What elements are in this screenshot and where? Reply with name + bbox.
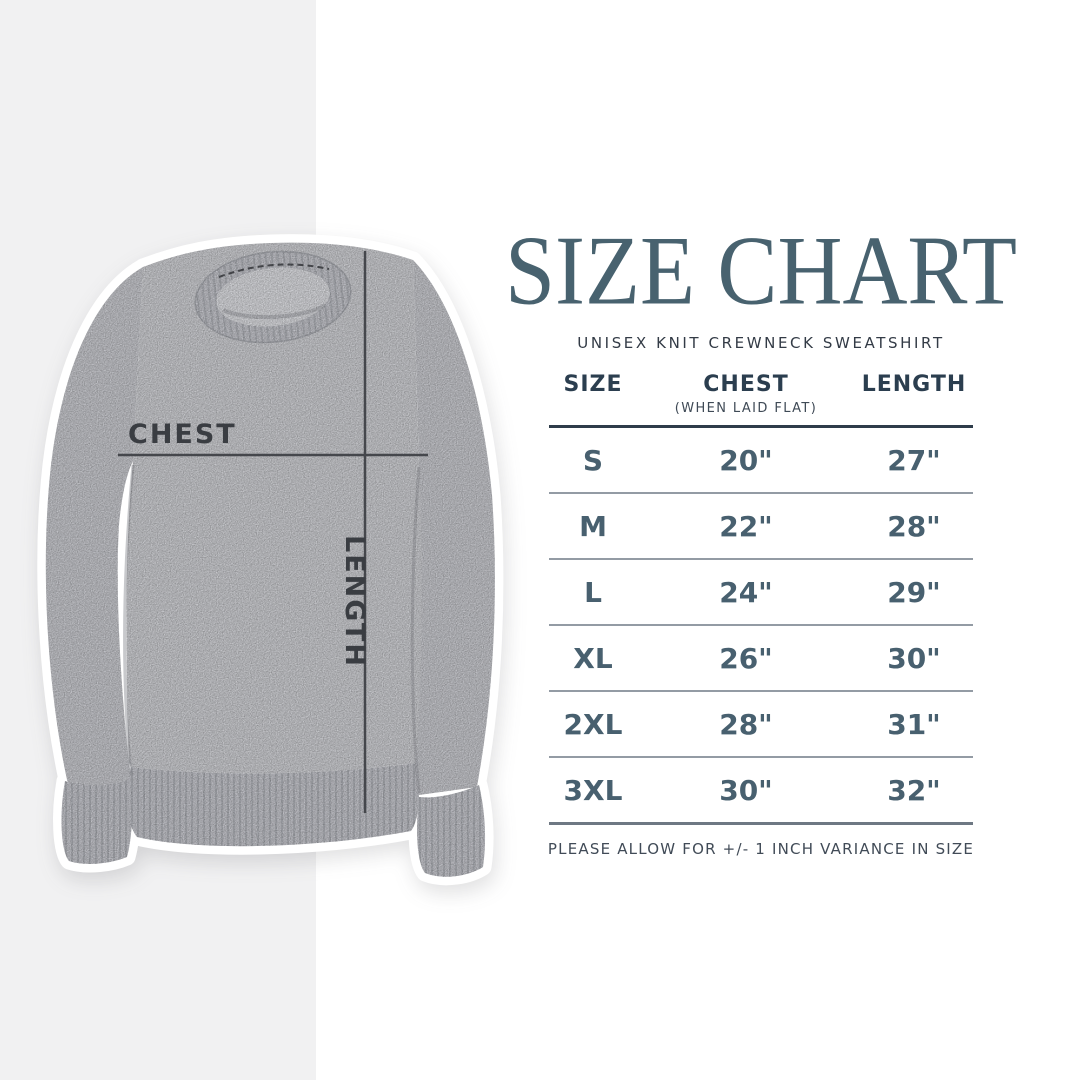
table-row: 2XL 28" 31" [549, 692, 973, 758]
column-header-chest: CHEST (WHEN LAID FLAT) [637, 372, 855, 416]
table-row: L 24" 29" [549, 560, 973, 626]
length-label: LENGTH [339, 535, 370, 668]
length-cell: 28" [887, 509, 941, 543]
chest-cell: 24" [719, 575, 773, 609]
column-header-size: SIZE [563, 372, 623, 397]
table-row: XL 26" 30" [549, 626, 973, 692]
size-cell: L [584, 575, 602, 609]
table-row: M 22" 28" [549, 494, 973, 560]
subtitle: UNISEX KNIT CREWNECK SWEATSHIRT [577, 334, 945, 352]
variance-footnote: PLEASE ALLOW FOR +/- 1 INCH VARIANCE IN … [547, 840, 975, 858]
size-cell: M [579, 509, 607, 543]
length-cell: 29" [887, 575, 941, 609]
chest-cell: 26" [719, 641, 773, 675]
size-cell: S [582, 443, 604, 477]
size-table-header: SIZE CHEST (WHEN LAID FLAT) LENGTH [549, 372, 973, 428]
left-seam [123, 464, 135, 776]
chest-cell: 28" [719, 707, 773, 741]
size-cell: 3XL [563, 773, 623, 807]
length-cell: 31" [887, 707, 941, 741]
table-row: S 20" 27" [549, 428, 973, 494]
size-cell: 2XL [563, 707, 623, 741]
measurement-annotations: CHEST LENGTH [118, 251, 428, 813]
page-title: SIZE CHART [504, 216, 1018, 326]
length-cell: 27" [887, 443, 941, 477]
chest-cell: 22" [719, 509, 773, 543]
chest-cell: 20" [719, 443, 773, 477]
heather-texture [45, 242, 495, 877]
column-header-chest-label: CHEST [703, 372, 789, 397]
column-header-length: LENGTH [861, 372, 967, 397]
length-cell: 30" [887, 641, 941, 675]
size-table-body: S 20" 27" M 22" 28" L 24" 29" XL 26" 30" 2XL 28" 31" 3X… [549, 428, 973, 825]
length-cell: 32" [887, 773, 941, 807]
chest-label: CHEST [128, 419, 237, 450]
sweatshirt-illustration: CHEST LENGTH [37, 234, 504, 886]
chest-note: (WHEN LAID FLAT) [674, 401, 818, 416]
size-chart-panel: SIZE CHART UNISEX KNIT CREWNECK SWEATSHI… [503, 216, 1019, 858]
size-table: SIZE CHEST (WHEN LAID FLAT) LENGTH S 20" 2… [549, 372, 973, 825]
table-row: 3XL 30" 32" [549, 758, 973, 825]
size-cell: XL [573, 641, 613, 675]
chest-cell: 30" [719, 773, 773, 807]
